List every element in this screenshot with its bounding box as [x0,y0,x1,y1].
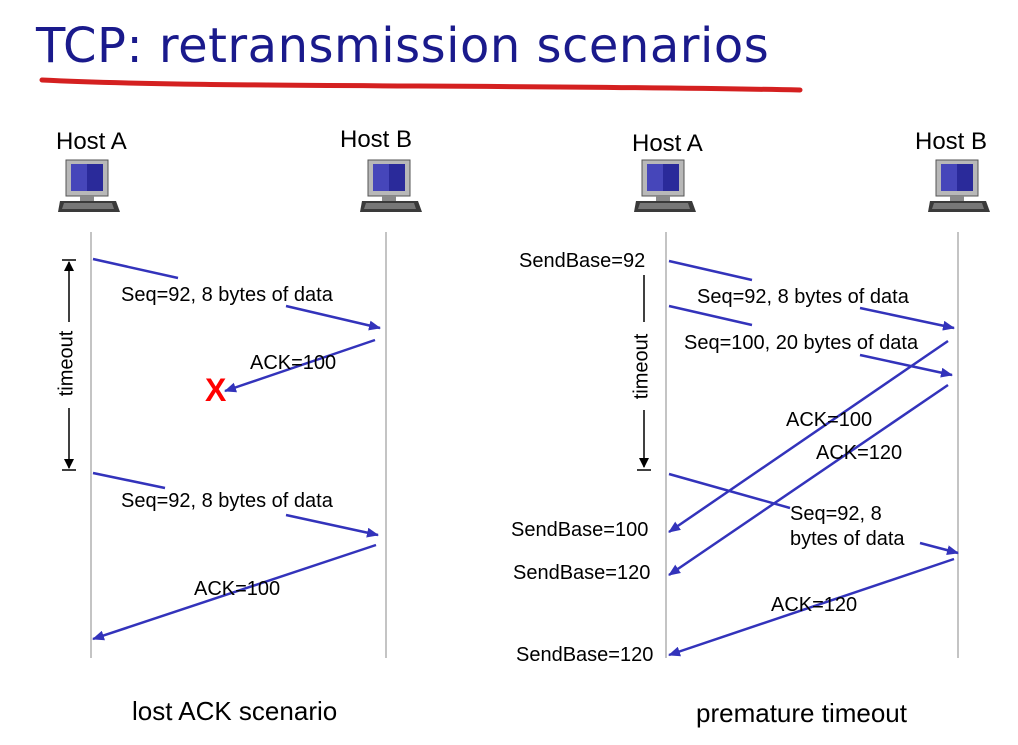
timeout-label-2: timeout [630,333,653,400]
msg2-label: Seq=92, 8 bytes of data [121,490,333,512]
timeout-label: timeout [55,330,78,397]
lost-mark-icon: X [205,372,227,408]
host-b-label-2: Host B [915,128,988,155]
msg3-label-line2: bytes of data [790,528,905,550]
host-a-computer-icon-2 [633,159,697,213]
msg1-arrow [92,257,380,328]
ack1-arrow-2 [668,339,949,534]
ack1-arrow [224,338,376,393]
msg1-arrow-2 [668,259,954,328]
msg2-arrow [92,471,378,535]
sendbase-4-label: SendBase=120 [516,644,654,666]
ack2-label: ACK=100 [194,578,281,600]
timeout-bracket [62,259,76,471]
ack1-label-2: ACK=100 [786,409,873,431]
timeout-bracket-2 [637,275,651,471]
msg2-label-2: Seq=100, 20 bytes of data [684,332,919,354]
msg1-label: Seq=92, 8 bytes of data [121,284,333,306]
ack1-label: ACK=100 [250,352,337,374]
host-b-computer-icon [359,159,423,213]
host-b-label: Host B [340,126,413,153]
msg2-arrow-2 [668,304,952,375]
page-title: TCP: retransmission scenarios [36,18,770,74]
caption: lost ACK scenario [132,696,338,726]
sendbase-2-label: SendBase=100 [511,519,649,541]
left-arrows [92,257,380,641]
msg1-label-2: Seq=92, 8 bytes of data [697,286,909,308]
host-a-computer-icon [57,159,121,213]
ack2-arrow-2 [668,383,949,577]
caption-2: premature timeout [696,698,907,728]
msg3-arrow [668,472,958,553]
sendbase-1-label: SendBase=92 [519,250,646,272]
ack2-arrow [92,543,377,641]
host-a-label-2: Host A [632,130,703,157]
title-underline [39,77,803,93]
sendbase-3-label: SendBase=120 [513,562,651,584]
ack2-label-2: ACK=120 [816,442,903,464]
ack3-label: ACK=120 [771,594,858,616]
host-a-label: Host A [56,128,127,155]
host-b-computer-icon-2 [927,159,991,213]
msg3-label-line1: Seq=92, 8 [790,503,882,525]
ack3-arrow [668,557,955,657]
right-arrows [668,259,958,657]
